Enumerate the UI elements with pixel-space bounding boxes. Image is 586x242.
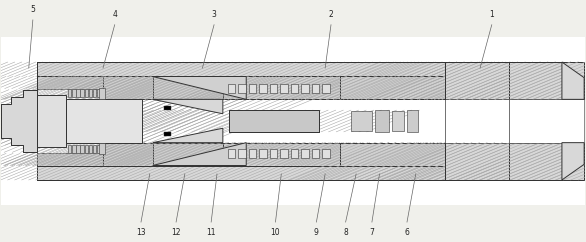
Bar bbox=[103, 76, 445, 166]
Bar bbox=[68, 144, 71, 153]
Bar bbox=[248, 84, 256, 93]
Bar bbox=[280, 84, 288, 93]
Bar bbox=[80, 89, 84, 98]
Text: 11: 11 bbox=[206, 228, 216, 237]
Polygon shape bbox=[562, 62, 584, 99]
Bar bbox=[445, 99, 509, 143]
Bar bbox=[393, 111, 404, 131]
Bar bbox=[259, 149, 267, 158]
Bar bbox=[322, 84, 330, 93]
Bar bbox=[312, 149, 319, 158]
Bar bbox=[37, 62, 445, 76]
Polygon shape bbox=[562, 143, 584, 180]
Text: 7: 7 bbox=[370, 228, 374, 237]
Bar bbox=[238, 84, 246, 93]
Bar bbox=[37, 89, 103, 153]
Bar bbox=[103, 76, 153, 99]
Bar bbox=[301, 84, 309, 93]
Text: 8: 8 bbox=[343, 228, 348, 237]
Bar bbox=[229, 110, 319, 132]
Polygon shape bbox=[153, 76, 246, 99]
Bar bbox=[97, 89, 101, 98]
Text: 6: 6 bbox=[404, 228, 410, 237]
Bar bbox=[445, 143, 509, 180]
Bar bbox=[23, 90, 37, 152]
Bar bbox=[301, 149, 309, 158]
Bar bbox=[322, 149, 330, 158]
Bar bbox=[97, 144, 101, 153]
Bar bbox=[11, 97, 23, 145]
Bar bbox=[88, 144, 92, 153]
Polygon shape bbox=[1, 90, 37, 152]
Bar bbox=[72, 89, 76, 98]
Bar bbox=[509, 143, 562, 180]
Bar bbox=[84, 89, 88, 98]
Bar bbox=[68, 89, 71, 98]
Bar bbox=[165, 106, 171, 110]
Bar bbox=[37, 153, 103, 166]
Bar bbox=[66, 99, 142, 143]
Bar bbox=[340, 143, 445, 166]
Text: 12: 12 bbox=[171, 228, 181, 237]
Bar bbox=[562, 62, 584, 99]
Bar bbox=[88, 89, 92, 98]
Bar bbox=[227, 149, 235, 158]
Bar bbox=[509, 62, 562, 99]
Bar bbox=[103, 143, 153, 166]
Bar bbox=[270, 149, 277, 158]
Bar bbox=[165, 132, 171, 136]
Text: 1: 1 bbox=[489, 10, 494, 19]
Bar bbox=[291, 84, 298, 93]
Text: 5: 5 bbox=[30, 5, 35, 14]
Text: 13: 13 bbox=[136, 228, 146, 237]
Bar bbox=[270, 84, 277, 93]
Bar bbox=[509, 99, 584, 143]
Bar bbox=[223, 143, 340, 166]
Text: 2: 2 bbox=[329, 10, 333, 19]
Bar bbox=[248, 149, 256, 158]
Bar bbox=[76, 89, 80, 98]
Text: 10: 10 bbox=[271, 228, 280, 237]
Bar bbox=[37, 76, 103, 89]
Bar bbox=[1, 104, 11, 138]
Bar bbox=[227, 84, 235, 93]
Bar bbox=[445, 62, 509, 99]
Bar bbox=[407, 110, 417, 132]
Polygon shape bbox=[153, 143, 246, 166]
Bar bbox=[93, 89, 97, 98]
Bar bbox=[99, 143, 105, 154]
Bar bbox=[340, 76, 445, 99]
Bar bbox=[352, 111, 372, 131]
Bar bbox=[99, 88, 105, 99]
Text: 9: 9 bbox=[314, 228, 319, 237]
Text: 4: 4 bbox=[113, 10, 117, 19]
Bar bbox=[280, 149, 288, 158]
Bar bbox=[72, 144, 76, 153]
Bar bbox=[80, 144, 84, 153]
Bar bbox=[375, 110, 390, 132]
Bar bbox=[93, 144, 97, 153]
Bar bbox=[1, 37, 585, 205]
Polygon shape bbox=[153, 128, 223, 143]
Bar bbox=[291, 149, 298, 158]
Bar bbox=[229, 110, 319, 132]
Bar bbox=[223, 76, 340, 99]
Text: 3: 3 bbox=[212, 10, 216, 19]
Bar bbox=[153, 143, 246, 166]
Bar bbox=[312, 84, 319, 93]
Bar bbox=[76, 144, 80, 153]
Bar bbox=[153, 76, 246, 99]
Bar bbox=[238, 149, 246, 158]
Bar bbox=[562, 143, 584, 180]
Bar bbox=[259, 84, 267, 93]
Bar bbox=[84, 144, 88, 153]
Polygon shape bbox=[153, 99, 223, 114]
Bar bbox=[37, 95, 66, 147]
Bar bbox=[37, 166, 445, 180]
